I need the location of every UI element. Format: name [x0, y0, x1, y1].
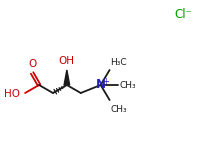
Text: CH₃: CH₃: [110, 105, 127, 114]
Text: Cl⁻: Cl⁻: [174, 7, 192, 20]
Text: H₃C: H₃C: [110, 58, 127, 67]
Text: CH₃: CH₃: [120, 80, 136, 90]
Text: O: O: [28, 59, 36, 69]
Text: +: +: [102, 76, 109, 86]
Text: N: N: [96, 78, 106, 91]
Polygon shape: [64, 70, 70, 85]
Text: HO: HO: [4, 89, 20, 99]
Text: OH: OH: [59, 56, 75, 66]
